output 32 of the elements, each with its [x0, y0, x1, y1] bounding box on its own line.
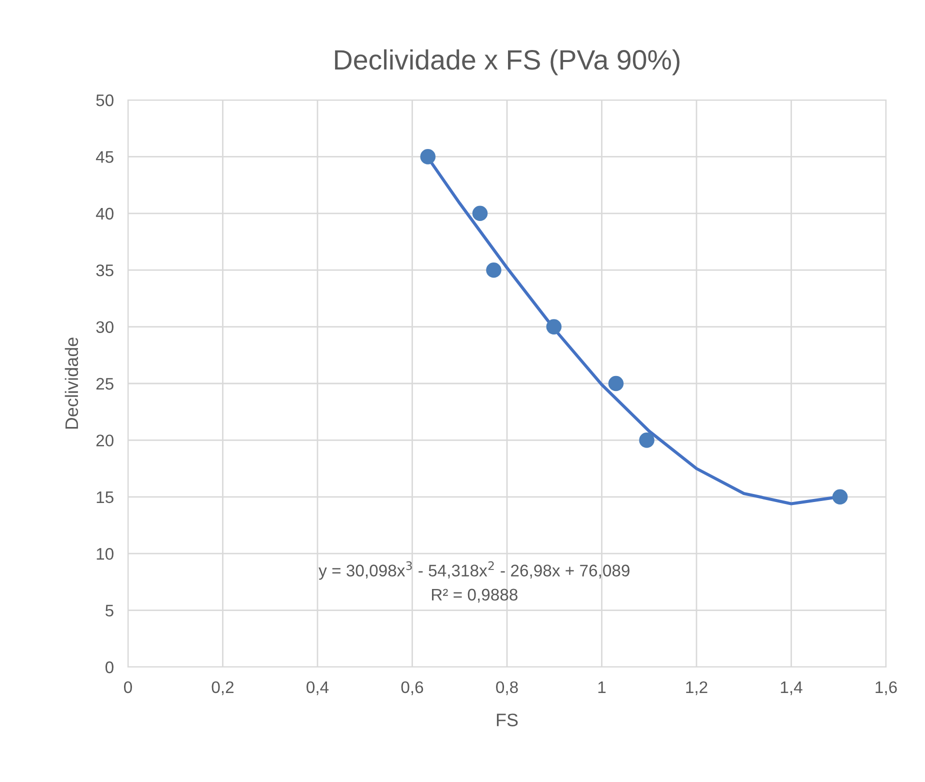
y-tick-label: 15	[96, 491, 114, 504]
point	[486, 262, 502, 278]
x-tick-label: 1,4	[780, 682, 802, 696]
x-axis-title: FS	[496, 714, 518, 726]
x-tick-label: 0	[124, 681, 132, 694]
y-tick-label: 10	[96, 548, 114, 560]
chart-title: Declividade x FS (PVa 90%)	[335, 49, 680, 76]
point	[420, 149, 436, 164]
point	[639, 432, 654, 448]
x-tick-label: 0,8	[496, 681, 518, 696]
y-tick-label: 40	[96, 208, 114, 220]
x-tick-label: 1,6	[876, 681, 897, 696]
point	[472, 206, 488, 222]
y-tick-label: 50	[96, 94, 114, 106]
point	[832, 489, 848, 505]
y-tick-label: 0	[105, 661, 114, 674]
y-tick-label: 5	[106, 604, 114, 617]
y-axis-title: Declividade	[64, 338, 78, 429]
x-tick-label: 1	[598, 682, 606, 693]
annotation: R² = 0,9888	[432, 588, 518, 603]
y-tick-label: 20	[96, 434, 114, 446]
x-tick-label: 0,4	[306, 681, 329, 696]
y-tick-label: 30	[96, 321, 114, 334]
point	[546, 319, 562, 334]
x-tick-label: 0,2	[212, 681, 234, 696]
annotation: y = 30,098x$^{3}$ - 54,318x$^{2}$ - 26,98x + 76,089	[318, 561, 630, 580]
y-tick-label: 35	[96, 264, 114, 276]
x-tick-label: 1,2	[686, 681, 708, 696]
point	[608, 376, 624, 392]
x-tick-label: 0,6	[401, 681, 424, 696]
y-tick-label: 45	[96, 151, 114, 163]
y-tick-label: 25	[96, 378, 114, 390]
